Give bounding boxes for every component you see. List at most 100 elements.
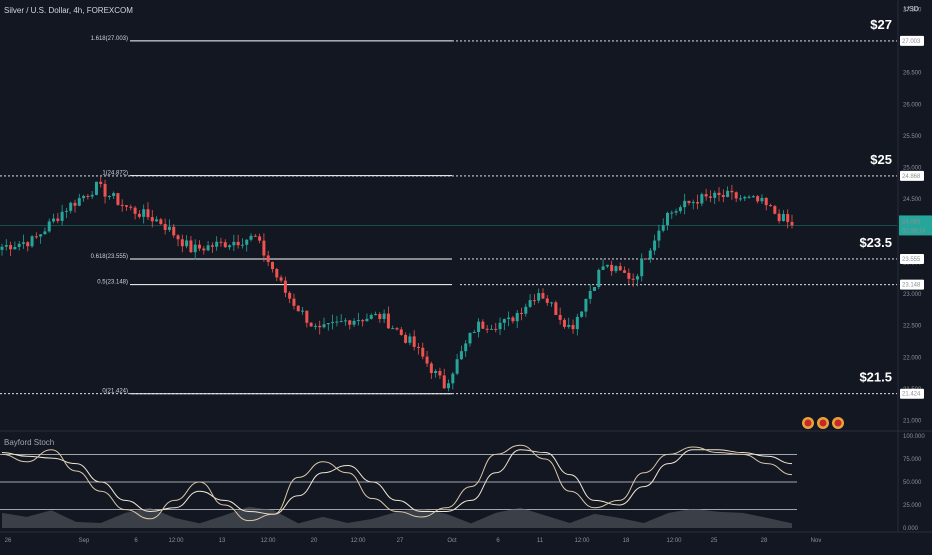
- candle-body[interactable]: [369, 315, 373, 319]
- candle-body[interactable]: [756, 196, 760, 202]
- candle-body[interactable]: [631, 278, 635, 280]
- candle-body[interactable]: [464, 343, 468, 352]
- candle-body[interactable]: [395, 328, 399, 330]
- candle-body[interactable]: [4, 245, 8, 247]
- candle-body[interactable]: [52, 218, 56, 222]
- candle-body[interactable]: [236, 241, 240, 246]
- candle-body[interactable]: [382, 313, 386, 319]
- candle-body[interactable]: [339, 321, 343, 323]
- candle-body[interactable]: [365, 318, 369, 322]
- candle-body[interactable]: [442, 375, 446, 389]
- candle-body[interactable]: [601, 266, 605, 270]
- stoch-k-line[interactable]: [1, 444, 793, 522]
- candle-body[interactable]: [451, 373, 455, 384]
- candle-body[interactable]: [17, 243, 21, 247]
- candle-body[interactable]: [120, 204, 124, 206]
- candle-body[interactable]: [305, 310, 309, 323]
- candle-body[interactable]: [481, 321, 485, 329]
- candle-body[interactable]: [554, 302, 558, 316]
- candle-body[interactable]: [425, 356, 429, 364]
- candle-body[interactable]: [648, 250, 652, 259]
- candle-body[interactable]: [129, 206, 133, 208]
- candle-body[interactable]: [253, 235, 257, 237]
- candle-body[interactable]: [580, 311, 584, 317]
- candle-body[interactable]: [73, 202, 77, 206]
- candle-body[interactable]: [562, 319, 566, 327]
- candle-body[interactable]: [717, 192, 721, 195]
- candle-body[interactable]: [150, 217, 154, 222]
- candle-body[interactable]: [279, 277, 283, 281]
- candle-body[interactable]: [348, 320, 352, 325]
- candle-body[interactable]: [167, 226, 171, 230]
- candle-body[interactable]: [378, 314, 382, 319]
- candle-body[interactable]: [198, 244, 201, 249]
- candle-body[interactable]: [635, 276, 639, 280]
- candle-body[interactable]: [416, 346, 420, 348]
- candle-body[interactable]: [60, 211, 64, 221]
- candle-body[interactable]: [683, 200, 687, 208]
- candle-body[interactable]: [412, 336, 416, 347]
- candle-body[interactable]: [99, 181, 103, 184]
- candle-body[interactable]: [86, 195, 90, 197]
- candle-body[interactable]: [258, 236, 262, 241]
- candle-body[interactable]: [13, 246, 17, 250]
- candle-body[interactable]: [352, 320, 356, 325]
- candle-body[interactable]: [764, 197, 768, 206]
- candle-body[interactable]: [605, 264, 609, 267]
- candle-body[interactable]: [661, 225, 665, 231]
- candle-body[interactable]: [434, 371, 438, 374]
- candle-body[interactable]: [77, 198, 81, 206]
- candle-body[interactable]: [133, 207, 137, 214]
- candle-body[interactable]: [524, 306, 528, 314]
- candle-body[interactable]: [665, 212, 669, 226]
- candle-body[interactable]: [438, 371, 442, 376]
- candle-body[interactable]: [206, 245, 210, 251]
- candle-body[interactable]: [215, 241, 219, 247]
- symbol-title[interactable]: Silver / U.S. Dollar, 4h, FOREXCOM: [4, 6, 133, 15]
- candle-body[interactable]: [399, 329, 403, 335]
- candle-body[interactable]: [288, 292, 292, 299]
- candle-body[interactable]: [584, 298, 588, 312]
- candle-body[interactable]: [674, 211, 678, 213]
- candle-body[interactable]: [687, 200, 691, 203]
- candle-body[interactable]: [708, 196, 712, 198]
- candle-body[interactable]: [571, 324, 575, 330]
- candle-body[interactable]: [485, 328, 489, 330]
- candle-body[interactable]: [459, 351, 463, 360]
- candle-body[interactable]: [202, 248, 206, 251]
- candle-body[interactable]: [94, 181, 98, 195]
- candle-body[interactable]: [588, 290, 592, 299]
- candle-body[interactable]: [511, 317, 515, 322]
- candle-body[interactable]: [116, 193, 120, 205]
- candle-body[interactable]: [374, 314, 378, 316]
- candle-body[interactable]: [670, 212, 674, 214]
- candle-body[interactable]: [614, 266, 618, 272]
- candle-body[interactable]: [657, 230, 661, 241]
- candle-body[interactable]: [240, 244, 244, 246]
- candle-body[interactable]: [146, 209, 150, 218]
- candle-body[interactable]: [597, 269, 601, 287]
- candle-body[interactable]: [653, 240, 657, 251]
- candle-body[interactable]: [335, 321, 339, 323]
- candle-body[interactable]: [726, 190, 730, 198]
- candle-body[interactable]: [447, 383, 451, 389]
- candle-body[interactable]: [550, 302, 554, 304]
- candle-body[interactable]: [232, 241, 236, 246]
- candle-body[interactable]: [494, 328, 498, 330]
- candle-body[interactable]: [640, 258, 644, 277]
- candle-body[interactable]: [266, 255, 270, 262]
- candle-body[interactable]: [9, 245, 13, 250]
- candle-body[interactable]: [34, 236, 38, 238]
- candle-body[interactable]: [318, 325, 322, 328]
- candle-body[interactable]: [404, 334, 408, 343]
- candle-body[interactable]: [331, 322, 335, 324]
- candle-body[interactable]: [343, 320, 347, 322]
- candle-body[interactable]: [751, 196, 755, 198]
- candle-body[interactable]: [56, 218, 60, 221]
- candle-body[interactable]: [193, 244, 197, 253]
- candle-body[interactable]: [262, 240, 266, 256]
- candle-body[interactable]: [721, 194, 725, 198]
- candle-body[interactable]: [43, 231, 47, 235]
- candle-body[interactable]: [356, 320, 360, 322]
